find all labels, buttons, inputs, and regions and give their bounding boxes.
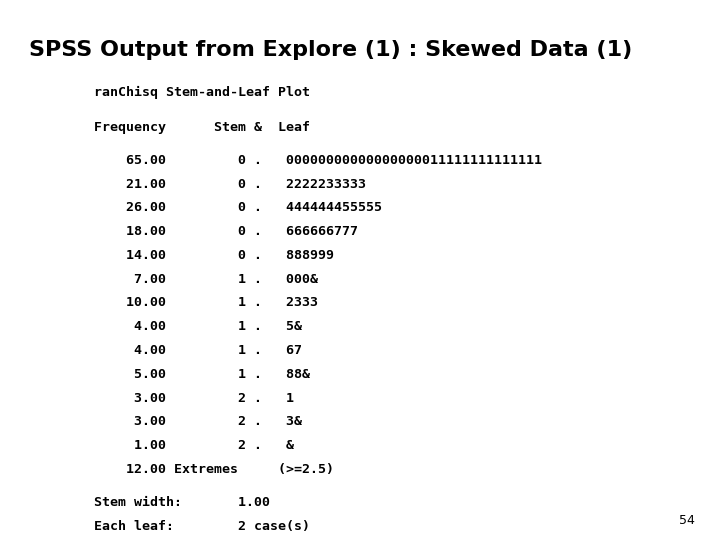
Text: 10.00         1 .   2333: 10.00 1 . 2333 [94, 296, 318, 309]
Text: 7.00         1 .   000&: 7.00 1 . 000& [94, 273, 318, 286]
Text: 1.00         2 .   &: 1.00 2 . & [94, 439, 294, 452]
Text: 14.00         0 .   888999: 14.00 0 . 888999 [94, 249, 333, 262]
Text: Frequency      Stem &  Leaf: Frequency Stem & Leaf [94, 122, 310, 134]
Text: 26.00         0 .   444444455555: 26.00 0 . 444444455555 [94, 201, 382, 214]
Text: 5.00         1 .   88&: 5.00 1 . 88& [94, 368, 310, 381]
Text: 65.00         0 .   00000000000000000011111111111111: 65.00 0 . 000000000000000000111111111111… [94, 154, 541, 167]
Text: 4.00         1 .   67: 4.00 1 . 67 [94, 344, 302, 357]
Text: 21.00         0 .   2222233333: 21.00 0 . 2222233333 [94, 178, 366, 191]
Text: 4.00         1 .   5&: 4.00 1 . 5& [94, 320, 302, 333]
Text: Stem width:       1.00: Stem width: 1.00 [94, 496, 269, 509]
Text: Each leaf:        2 case(s): Each leaf: 2 case(s) [94, 520, 310, 533]
Text: 54: 54 [679, 514, 695, 526]
Text: ranChisq Stem-and-Leaf Plot: ranChisq Stem-and-Leaf Plot [94, 86, 310, 99]
Text: 3.00         2 .   3&: 3.00 2 . 3& [94, 415, 302, 428]
Text: 3.00         2 .   1: 3.00 2 . 1 [94, 392, 294, 404]
Text: 12.00 Extremes     (>=2.5): 12.00 Extremes (>=2.5) [94, 463, 333, 476]
Text: 18.00         0 .   666666777: 18.00 0 . 666666777 [94, 225, 358, 238]
Text: SPSS Output from Explore (1) : Skewed Data (1): SPSS Output from Explore (1) : Skewed Da… [29, 40, 632, 60]
